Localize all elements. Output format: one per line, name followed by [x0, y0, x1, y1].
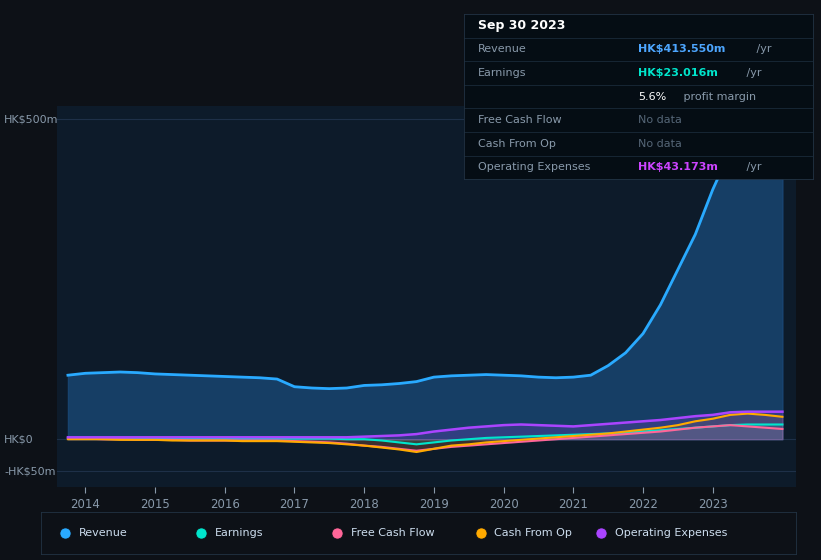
- Text: Free Cash Flow: Free Cash Flow: [478, 115, 562, 125]
- Text: Sep 30 2023: Sep 30 2023: [478, 19, 565, 32]
- Text: Free Cash Flow: Free Cash Flow: [351, 529, 434, 538]
- Text: Cash From Op: Cash From Op: [478, 139, 556, 149]
- Text: HK$500m: HK$500m: [4, 114, 58, 124]
- Text: profit margin: profit margin: [680, 92, 756, 101]
- Text: /yr: /yr: [754, 44, 772, 54]
- Text: Revenue: Revenue: [79, 529, 127, 538]
- Text: -HK$50m: -HK$50m: [4, 466, 56, 476]
- Text: HK$0: HK$0: [4, 434, 34, 444]
- Text: /yr: /yr: [743, 162, 762, 172]
- Text: Earnings: Earnings: [478, 68, 526, 78]
- Text: No data: No data: [639, 139, 682, 149]
- Text: Revenue: Revenue: [478, 44, 526, 54]
- Text: HK$43.173m: HK$43.173m: [639, 162, 718, 172]
- Text: HK$23.016m: HK$23.016m: [639, 68, 718, 78]
- Text: Earnings: Earnings: [215, 529, 264, 538]
- Text: No data: No data: [639, 115, 682, 125]
- Text: HK$413.550m: HK$413.550m: [639, 44, 726, 54]
- Text: Cash From Op: Cash From Op: [494, 529, 572, 538]
- Text: 5.6%: 5.6%: [639, 92, 667, 101]
- Text: Operating Expenses: Operating Expenses: [615, 529, 727, 538]
- Text: /yr: /yr: [743, 68, 762, 78]
- Text: Operating Expenses: Operating Expenses: [478, 162, 590, 172]
